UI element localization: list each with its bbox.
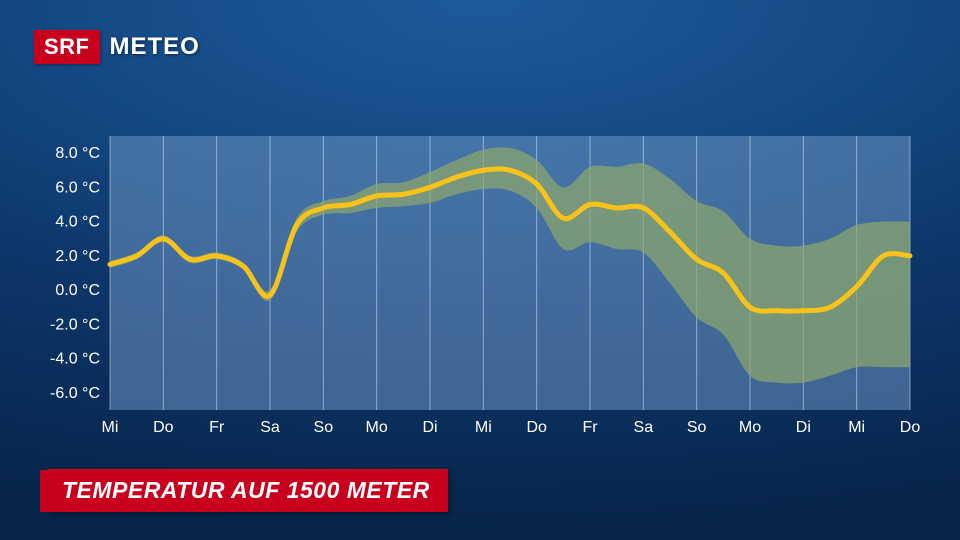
svg-text:Do: Do bbox=[153, 419, 174, 436]
svg-text:Mo: Mo bbox=[739, 419, 761, 436]
svg-text:Mi: Mi bbox=[848, 419, 865, 436]
svg-text:So: So bbox=[314, 419, 334, 436]
svg-text:Do: Do bbox=[900, 419, 920, 436]
svg-text:4.0 °C: 4.0 °C bbox=[55, 214, 100, 231]
svg-text:Fr: Fr bbox=[582, 419, 598, 436]
svg-text:Sa: Sa bbox=[634, 419, 654, 436]
svg-text:Fr: Fr bbox=[209, 419, 225, 436]
svg-text:8.0 °C: 8.0 °C bbox=[55, 145, 100, 162]
title-banner: TEMPERATUR AUF 1500 METER bbox=[40, 469, 448, 512]
title-accent bbox=[40, 470, 48, 512]
chart-title: TEMPERATUR AUF 1500 METER bbox=[48, 469, 448, 512]
svg-text:-2.0 °C: -2.0 °C bbox=[50, 316, 100, 333]
svg-text:2.0 °C: 2.0 °C bbox=[55, 248, 100, 265]
temperature-chart: 8.0 °C 6.0 °C 4.0 °C 2.0 °C 0.0 °C -2.0 °C -4.… bbox=[40, 130, 920, 440]
svg-text:-4.0 °C: -4.0 °C bbox=[50, 351, 100, 368]
svg-text:Sa: Sa bbox=[260, 419, 280, 436]
srf-badge: SRF bbox=[34, 30, 100, 64]
svg-text:Mi: Mi bbox=[102, 419, 119, 436]
brand-header: SRF METEO bbox=[34, 30, 200, 64]
svg-text:0.0 °C: 0.0 °C bbox=[55, 282, 100, 299]
svg-text:So: So bbox=[687, 419, 707, 436]
svg-text:-6.0 °C: -6.0 °C bbox=[50, 385, 100, 402]
svg-text:6.0 °C: 6.0 °C bbox=[55, 179, 100, 196]
brand-name: METEO bbox=[110, 33, 200, 61]
svg-text:Mo: Mo bbox=[366, 419, 388, 436]
svg-text:Mi: Mi bbox=[475, 419, 492, 436]
svg-text:Do: Do bbox=[526, 419, 547, 436]
svg-text:Di: Di bbox=[796, 419, 811, 436]
svg-text:Di: Di bbox=[422, 419, 437, 436]
chart-svg: 8.0 °C 6.0 °C 4.0 °C 2.0 °C 0.0 °C -2.0 °C -4.… bbox=[40, 130, 920, 440]
